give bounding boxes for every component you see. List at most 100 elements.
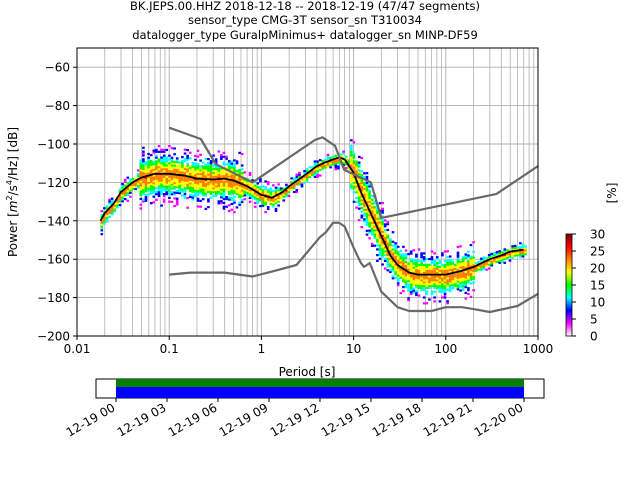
heatmap-cell — [227, 192, 231, 195]
heatmap-cell — [337, 161, 340, 164]
heatmap-cell — [201, 178, 205, 182]
heatmap-cell — [446, 277, 449, 280]
heatmap-cell — [485, 268, 488, 271]
heatmap-cell — [264, 189, 267, 193]
heatmap-cell — [365, 197, 369, 200]
heatmap-cell — [524, 253, 527, 256]
heatmap-cell — [459, 285, 462, 288]
heatmap-cell — [214, 171, 218, 174]
heatmap-cell — [365, 206, 369, 209]
heatmap-cell — [173, 193, 176, 196]
heatmap-cell — [175, 165, 179, 168]
heatmap-cell — [183, 181, 187, 184]
colorbar-tick-label: 0 — [590, 330, 598, 344]
heatmap-cell — [415, 278, 418, 281]
heatmap-cell — [204, 182, 208, 185]
heatmap-cell — [386, 234, 390, 237]
heatmap-cell — [152, 178, 156, 181]
heatmap-cell — [162, 164, 166, 167]
heatmap-cell — [420, 281, 423, 284]
heatmap-cell — [142, 171, 145, 174]
heatmap-cell — [212, 181, 215, 184]
heatmap-cell — [298, 181, 301, 184]
heatmap-cell — [490, 260, 494, 263]
heatmap-cell — [443, 281, 447, 284]
heatmap-cell — [409, 279, 413, 282]
heatmap-cell — [191, 188, 195, 191]
heatmap-cell — [508, 253, 512, 256]
heatmap-cell — [337, 159, 340, 162]
heatmap-cell — [139, 159, 143, 162]
curve-mean — [99, 156, 524, 276]
heatmap-cell — [430, 284, 434, 288]
heatmap-cell — [188, 190, 192, 193]
heatmap-cell — [402, 245, 405, 248]
heatmap-cell — [248, 194, 252, 198]
heatmap-cell — [139, 174, 143, 177]
heatmap-cell — [433, 260, 436, 263]
heatmap-cell — [188, 195, 192, 198]
heatmap-cell — [162, 181, 166, 184]
heatmap-cell — [155, 183, 158, 186]
heatmap-cell — [196, 163, 200, 166]
heatmap-cell — [378, 238, 382, 241]
heatmap-cell — [157, 168, 161, 171]
heatmap-cell — [376, 215, 379, 218]
heatmap-cell — [420, 277, 423, 280]
heatmap-cell — [217, 181, 221, 184]
heatmap-cell — [173, 147, 176, 150]
heatmap-cell — [305, 179, 309, 182]
heatmap-cell — [438, 277, 442, 280]
heatmap-cell — [508, 255, 512, 258]
heatmap-cell — [404, 255, 408, 258]
heatmap-cell — [100, 229, 104, 232]
heatmap-cell — [181, 179, 184, 182]
heatmap-cell — [368, 223, 371, 226]
heatmap-cell — [386, 253, 390, 256]
heatmap-cell — [303, 179, 306, 182]
heatmap-cell — [170, 181, 174, 184]
heatmap-cell — [100, 223, 104, 226]
heatmap-cell — [235, 169, 239, 173]
heatmap-cell — [329, 162, 332, 165]
heatmap-cell — [199, 182, 202, 185]
heatmap-cell — [199, 199, 202, 202]
heatmap-cell — [274, 200, 278, 203]
heatmap-cell — [469, 278, 473, 281]
heatmap-cell — [196, 167, 200, 170]
heatmap-cell — [207, 175, 210, 178]
heatmap-cell — [183, 194, 187, 197]
heatmap-cell — [376, 238, 379, 241]
heatmap-cell — [370, 242, 374, 245]
heatmap-cell — [461, 261, 465, 265]
heatmap-cell — [350, 154, 353, 157]
heatmap-cell — [487, 263, 491, 266]
heatmap-cell — [404, 285, 408, 289]
heatmap-cell — [212, 154, 215, 157]
heatmap-cell — [243, 171, 247, 174]
heatmap-cell — [381, 211, 384, 214]
heatmap-cell — [147, 162, 150, 165]
heatmap-cell — [443, 267, 447, 270]
heatmap-cell — [318, 168, 322, 171]
heatmap-cell — [168, 189, 171, 192]
heatmap-cell — [264, 211, 267, 214]
heatmap-cell — [454, 263, 457, 266]
heatmap-cell — [238, 195, 241, 199]
heatmap-cell — [248, 191, 252, 194]
heatmap-cell — [467, 264, 470, 267]
heatmap-cell — [487, 253, 491, 257]
heatmap-cell — [474, 269, 478, 272]
heatmap-cell — [188, 186, 192, 189]
heatmap-cell — [199, 171, 202, 174]
heatmap-cell — [144, 182, 148, 185]
heatmap-cell — [498, 250, 501, 253]
heatmap-cell — [144, 161, 148, 164]
heatmap-cell — [191, 186, 195, 189]
curve-nhnm — [168, 126, 539, 219]
heatmap-cell — [233, 201, 236, 204]
heatmap-cell — [157, 191, 161, 194]
heatmap-cell — [170, 168, 174, 171]
heatmap-cell — [417, 282, 421, 286]
heatmap-cell — [469, 265, 473, 268]
